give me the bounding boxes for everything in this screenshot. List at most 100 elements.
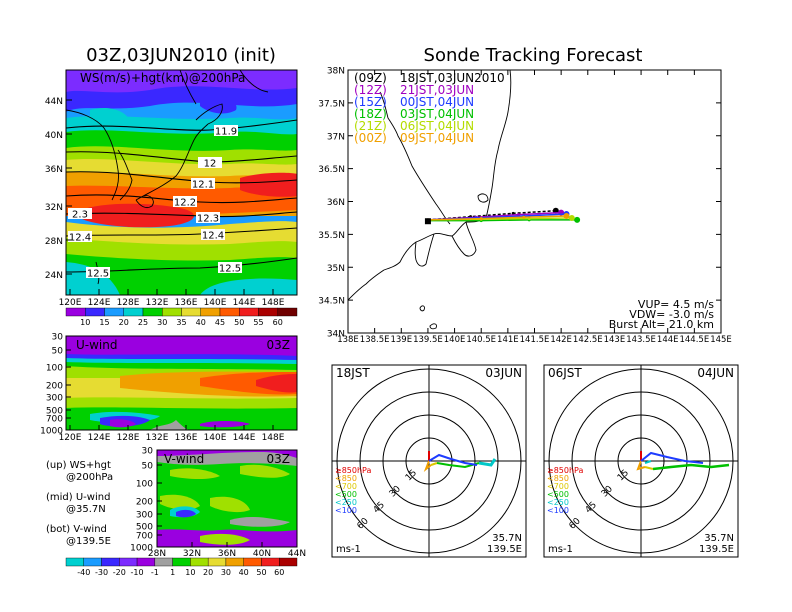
track-point xyxy=(568,214,575,221)
u-fill-purple xyxy=(66,336,297,356)
main-lon-label: 124E xyxy=(88,298,111,308)
colorbar-tick: 25 xyxy=(138,318,148,327)
tracking-lat-ticks: 38N 37.5N 37N 36.5N 36N 35.5N 35N 34.5N 34N xyxy=(318,67,721,340)
u-lon-label: 148E xyxy=(262,433,285,443)
v-colorbar-swatch xyxy=(101,557,120,567)
colorbar-swatch xyxy=(200,307,221,317)
coast-izu xyxy=(414,233,435,267)
u-wind-frame xyxy=(65,335,298,431)
contour-11-9 xyxy=(66,119,297,131)
vdw-text: VDW= -3.0 m/s xyxy=(629,308,714,321)
v-lat-label: 44N xyxy=(288,549,306,559)
contour-label: 12.5 xyxy=(87,269,109,280)
colorbar-swatch xyxy=(85,307,105,317)
v-colorbar-tick: -10 xyxy=(131,568,144,577)
coast-island-2 xyxy=(429,323,437,330)
main-map-lon-ticks: 120E 124E 128E 132E 136E 140E 144E 148E xyxy=(59,289,285,308)
v-fill-gray-mid xyxy=(230,516,290,527)
v-colorbar: -40 -30 -20 -10 -1 1 10 20 30 40 50 60 xyxy=(65,557,298,577)
legend-note: @200hPa xyxy=(66,472,113,483)
v-wind-label: V-wind xyxy=(164,452,204,466)
contour-label-bg xyxy=(198,157,222,168)
colorbar-tick: 20 xyxy=(119,318,129,327)
u-lon-label: 140E xyxy=(204,433,227,443)
colorbar-swatch xyxy=(123,307,144,317)
tracking-lon-label: 144.5E xyxy=(679,335,709,345)
contour-label-bg xyxy=(196,212,220,223)
tracking-lat-label: 36N xyxy=(327,198,345,208)
tracking-lat-label: 35N xyxy=(327,264,345,274)
tracking-lon-label: 139.5E xyxy=(413,335,443,345)
coast-boso xyxy=(451,221,477,257)
u-lon-label: 136E xyxy=(175,433,198,443)
v-colorbar-tick: 10 xyxy=(185,568,195,577)
u-fill-purple-lower xyxy=(110,419,136,428)
u-fill-red xyxy=(256,374,297,393)
tracking-lon-label: 138.5E xyxy=(360,335,390,345)
u-p-label: 500 xyxy=(46,407,63,417)
colorbar-tick: 35 xyxy=(176,318,186,327)
colorbar-swatch xyxy=(142,307,163,317)
colorbar-tick: 40 xyxy=(196,318,206,327)
hodograph-trace xyxy=(428,453,478,466)
launch-point-marker xyxy=(424,218,431,225)
v-lat-label: 28N xyxy=(148,549,166,559)
v-wind-time: 03Z xyxy=(267,452,291,466)
u-lon-label: 124E xyxy=(88,433,111,443)
coast-hokkaido xyxy=(195,103,223,125)
v-wind-fill xyxy=(157,450,297,547)
colorbar-tick: 10 xyxy=(80,318,90,327)
legend-note: @139.5E xyxy=(66,536,111,547)
contour-labels: 11.9 12 12.1 12.212.3 2.3 12.4 12.4 12.5 12.5 xyxy=(68,125,242,280)
legend-note: (up) WS+hgt xyxy=(46,460,111,471)
hodograph-unit: ms-1 xyxy=(548,544,573,555)
u-p-label: 1000 xyxy=(40,427,63,437)
v-p-label: 300 xyxy=(136,511,153,521)
v-fill-lime-4 xyxy=(210,496,250,513)
hodograph-date-right: 03JUN xyxy=(485,366,522,380)
main-lon-label: 128E xyxy=(117,298,140,308)
contour-label-bg xyxy=(86,267,110,278)
u-p-label: 200 xyxy=(46,382,63,392)
colorbar-swatch xyxy=(219,307,240,317)
contour-12-4 xyxy=(66,227,297,237)
v-colorbar-swatch xyxy=(279,557,298,567)
hodograph-unit: ms-1 xyxy=(336,544,361,555)
hodograph-legend-item: <100 xyxy=(547,506,569,515)
contour-12-2 xyxy=(66,194,297,204)
tracking-lon-label: 139E xyxy=(390,335,412,345)
legend-launch-code: (15Z) xyxy=(354,95,387,109)
v-colorbar-swatch xyxy=(154,557,173,567)
colorbar-swatch xyxy=(277,307,298,317)
tracking-lon-label: 141E xyxy=(497,335,519,345)
u-wind-fill xyxy=(66,336,297,430)
colorbar-swatch xyxy=(104,307,124,317)
coast-sakhalin xyxy=(179,70,197,105)
tracking-lon-ticks: 138E 138.5E 139E 139.5E 140E 140.5E 141E 141.5E… xyxy=(337,70,732,345)
tracking-lon-label: 145E xyxy=(710,335,732,345)
hodograph-legend-item: <250 xyxy=(335,498,357,507)
v-colorbar-swatch xyxy=(136,557,156,567)
tracking-legend: (09Z) 18JST,03JUN2010 (12Z) 21JST,03JUN (15Z… xyxy=(354,71,505,145)
fill-lime-south xyxy=(66,238,297,262)
colorbar-tick: 15 xyxy=(99,318,109,327)
hodograph-legend-item: <100 xyxy=(335,506,357,515)
tracking-lon-label: 138E xyxy=(337,335,359,345)
v-colorbar-tick: -1 xyxy=(151,568,159,577)
u-p-label: 50 xyxy=(52,347,64,357)
v-lat-label: 40N xyxy=(253,549,271,559)
coastlines xyxy=(66,70,269,285)
tracking-coastline xyxy=(348,70,512,330)
v-colorbar-tick: 20 xyxy=(203,568,213,577)
v-colorbar-tick: 1 xyxy=(170,568,175,577)
fill-yellow-south xyxy=(66,221,297,245)
colorbar-tick: 30 xyxy=(157,318,167,327)
coast-north xyxy=(379,91,451,225)
v-p-label: 30 xyxy=(142,447,154,457)
hodograph-legend-item: <500 xyxy=(335,490,357,499)
hodograph-trace xyxy=(430,462,438,466)
legend-launch-time: 21JST,03JUN xyxy=(400,83,474,97)
